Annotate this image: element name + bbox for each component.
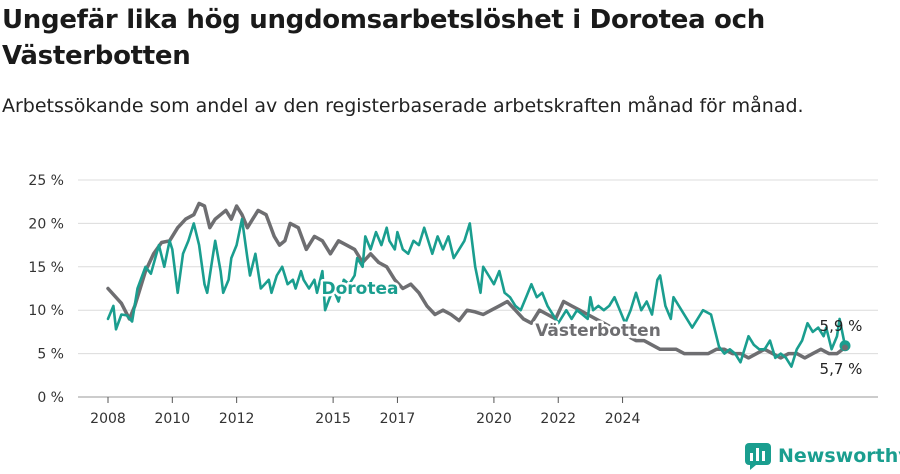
y-axis-labels: 0 % 5 % 10 % 15 % 20 % 25 %: [28, 173, 64, 406]
end-marker-vasterbotten: [842, 344, 848, 351]
x-tick-label: 2012: [219, 411, 255, 427]
x-tick-label: 2017: [380, 411, 416, 427]
series-line-västerbotten: [106, 201, 847, 360]
y-tick-label: 10 %: [28, 303, 64, 319]
series-label-vasterbotten: Västerbotten: [535, 321, 661, 341]
series-line-dorotea: [106, 217, 847, 368]
x-tick-label: 2015: [315, 411, 351, 427]
x-tick-label: 2022: [540, 411, 576, 427]
chart-subtitle: Arbetssökande som andel av den registerb…: [2, 95, 804, 117]
x-tick-label: 2020: [476, 411, 512, 427]
newsworthy-icon: [745, 443, 771, 470]
series-label-dorotea-halo: Dorotea: [322, 279, 399, 299]
end-value-vasterbotten: 5,7 %: [820, 360, 863, 378]
series-label-dorotea: Dorotea: [322, 279, 399, 299]
series-lines: [106, 201, 851, 368]
x-tick-label: 2010: [154, 411, 190, 427]
y-tick-label: 15 %: [28, 260, 64, 276]
end-value-dorotea: 5,9 %: [820, 317, 863, 335]
x-tick-label: 2008: [90, 411, 126, 427]
x-axis: 2008 2010 2012 2015 2017 2020 2022 2024: [90, 397, 640, 427]
y-tick-label: 0 %: [37, 390, 64, 406]
newsworthy-logo: Newsworthy: [744, 440, 900, 472]
x-tick-label: 2024: [605, 411, 641, 427]
y-tick-label: 20 %: [28, 216, 64, 232]
grid-lines: [78, 179, 878, 398]
y-tick-label: 25 %: [28, 173, 64, 189]
chart-title: Ungefär lika hög ungdomsarbetslöshet i D…: [2, 5, 765, 71]
brand-name: Newsworthy: [778, 445, 900, 467]
y-tick-label: 5 %: [37, 347, 64, 363]
series-label-vasterbotten-halo: Västerbotten: [535, 321, 661, 341]
